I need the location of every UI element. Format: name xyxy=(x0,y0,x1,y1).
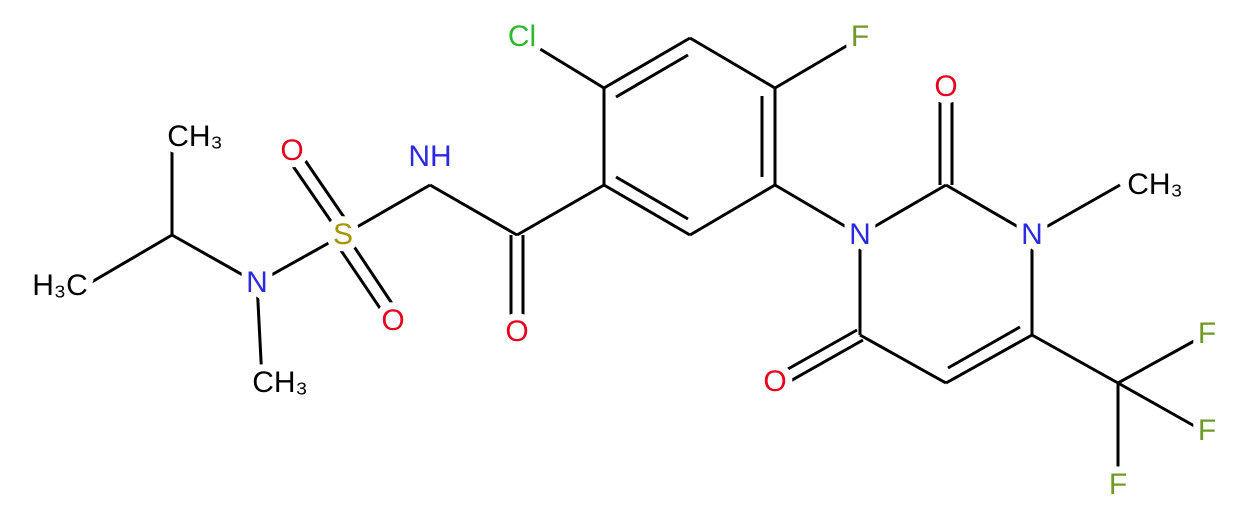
atom-label: N xyxy=(1021,218,1043,251)
atom-label: H₃C xyxy=(32,269,88,302)
atom-label: F xyxy=(1198,414,1216,447)
atom-label: F xyxy=(851,20,869,53)
atom-label: N xyxy=(246,266,268,299)
atom-label: CH₃ xyxy=(1127,168,1183,201)
bonds xyxy=(89,36,1206,485)
atom-label: O xyxy=(381,304,404,337)
atom-label: N xyxy=(849,218,871,251)
atom-label: F xyxy=(1109,468,1127,501)
atom-label: S xyxy=(333,218,353,251)
atom-label: NH xyxy=(408,140,451,173)
atom-label: O xyxy=(280,134,303,167)
atom-label: O xyxy=(505,315,528,348)
atom-label: CH₃ xyxy=(252,366,308,399)
atom-label: O xyxy=(763,365,786,398)
atom-label: F xyxy=(1198,317,1216,350)
atom-label: Cl xyxy=(508,20,536,53)
atom-label: CH₃ xyxy=(167,120,223,153)
atom-label: O xyxy=(934,70,957,103)
